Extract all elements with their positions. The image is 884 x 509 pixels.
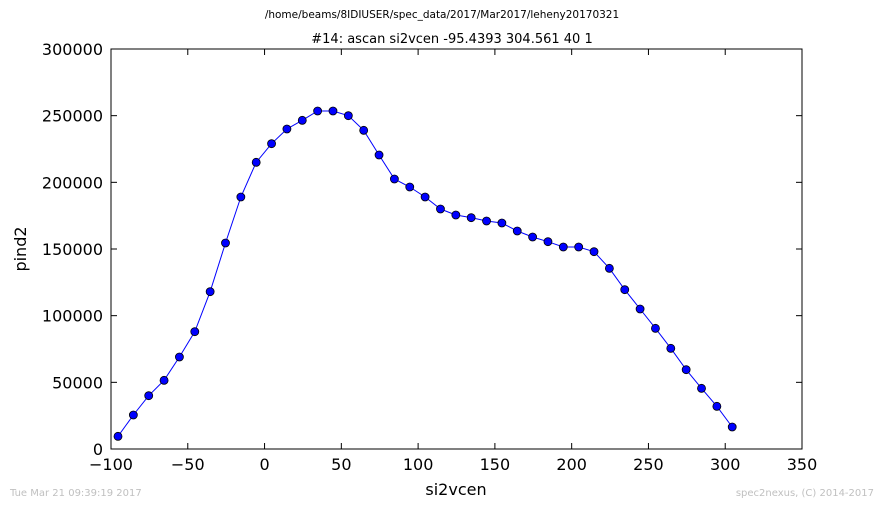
- y-tick-label: 50000: [52, 373, 103, 392]
- data-point: [343, 111, 353, 121]
- plot-frame: [110, 48, 803, 450]
- series-line: [117, 110, 733, 437]
- data-point: [466, 213, 476, 223]
- data-point: [497, 218, 507, 228]
- data-point: [359, 125, 369, 135]
- data-point: [604, 263, 614, 273]
- data-point: [420, 192, 430, 202]
- data-point: [451, 210, 461, 220]
- data-point: [236, 192, 246, 202]
- data-point: [389, 174, 399, 184]
- x-tick-label: −50: [171, 455, 205, 474]
- y-axis-label: pind2: [11, 226, 30, 271]
- data-point: [190, 327, 200, 337]
- data-point: [620, 285, 630, 295]
- x-tick-label: 350: [787, 455, 818, 474]
- file-path-subtitle: /home/beams/8IDIUSER/spec_data/2017/Mar2…: [264, 9, 620, 21]
- data-point: [128, 410, 138, 420]
- data-point: [697, 383, 706, 393]
- y-tick-label: 100000: [42, 307, 103, 326]
- data-point: [558, 242, 568, 252]
- data-point: [282, 124, 292, 134]
- data-point: [512, 226, 522, 236]
- y-tick-label: 150000: [42, 240, 103, 259]
- x-axis-label: si2vcen: [425, 480, 486, 499]
- data-point: [482, 216, 491, 226]
- x-tick-label: 250: [633, 455, 664, 474]
- x-tick-label: 50: [331, 455, 351, 474]
- y-tick-label: 0: [93, 440, 103, 459]
- data-point: [374, 150, 384, 160]
- data-point: [251, 157, 261, 167]
- x-tick-label: 100: [403, 455, 434, 474]
- data-point: [221, 238, 230, 248]
- data-point: [205, 287, 215, 297]
- y-tick-label: 250000: [42, 107, 103, 126]
- data-point: [267, 139, 276, 149]
- data-point: [328, 106, 338, 116]
- data-point: [405, 182, 415, 192]
- x-tick-label: 200: [556, 455, 587, 474]
- footer-credit: spec2nexus, (C) 2014-2017: [735, 488, 874, 499]
- data-point: [574, 242, 584, 252]
- data-point: [175, 352, 184, 362]
- data-point: [681, 365, 691, 375]
- x-tick-label: −100: [89, 455, 133, 474]
- x-tick-label: 0: [259, 455, 269, 474]
- data-point: [712, 401, 722, 411]
- axis-tick-labels: −100 −50 0 50 100 150 200 250 300 350 0 50000 100000…: [42, 40, 817, 474]
- data-point: [727, 422, 737, 432]
- data-point: [589, 247, 599, 257]
- chart-title: #14: ascan si2vcen -95.4393 304.561 40 1: [311, 32, 592, 47]
- data-point: [666, 343, 676, 353]
- x-tick-label: 300: [710, 455, 741, 474]
- y-tick-label: 300000: [42, 40, 103, 59]
- data-point: [436, 204, 445, 214]
- data-point: [113, 431, 123, 441]
- footer-timestamp: Tue Mar 21 09:39:19 2017: [10, 488, 142, 499]
- y-tick-label: 200000: [42, 173, 103, 192]
- data-point: [313, 106, 323, 116]
- data-point: [528, 232, 537, 242]
- data-point: [144, 391, 154, 401]
- series-points: [113, 106, 737, 441]
- data-point: [159, 375, 169, 385]
- data-point: [297, 115, 307, 125]
- x-tick-label: 150: [480, 455, 511, 474]
- data-point: [635, 304, 645, 314]
- data-point: [651, 323, 660, 333]
- data-point: [543, 237, 553, 247]
